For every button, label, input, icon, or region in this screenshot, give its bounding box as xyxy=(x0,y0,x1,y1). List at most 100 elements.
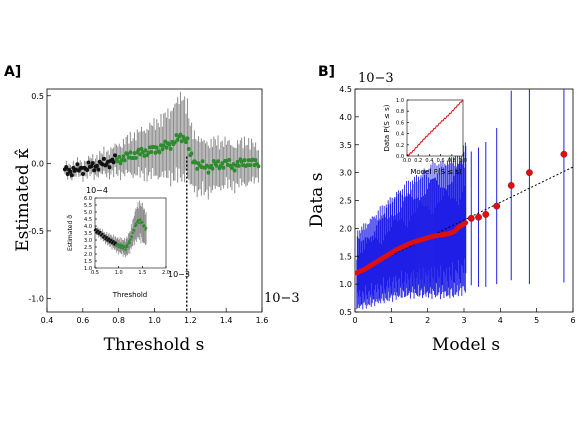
inset-y-tick-label: 0.4 xyxy=(396,132,404,138)
x-tick-label: 1.2 xyxy=(184,316,197,325)
data-point xyxy=(475,213,482,221)
panel-a-inset-y-axis-title: Estimated σ̂ xyxy=(67,215,74,251)
panel-b-x-axis-title: Model s xyxy=(432,335,500,355)
data-point xyxy=(507,182,515,189)
panel-b-inset-y-ticks: 1.0 0.8 0.6 0.4 0.2 0.0 xyxy=(396,98,409,160)
inset-y-tick-label: 0.6 xyxy=(396,120,404,126)
data-point xyxy=(143,148,148,153)
inset-data-point xyxy=(105,236,109,239)
data-point xyxy=(463,220,469,226)
y-tick-label: 2.5 xyxy=(339,197,352,206)
data-point xyxy=(178,132,183,137)
data-point xyxy=(139,146,144,151)
data-point xyxy=(89,164,94,169)
inset-y-tick-label: 3.5 xyxy=(84,231,92,237)
data-point xyxy=(256,164,261,169)
data-point xyxy=(172,140,177,145)
inset-data-point xyxy=(116,242,120,246)
inset-data-point xyxy=(107,237,111,240)
x-tick-label: 1.4 xyxy=(220,316,233,325)
data-point xyxy=(227,157,232,162)
panel-b-y-ticks: 4.5 4.0 3.5 3.0 2.5 2.0 1.5 1.0 0.5 xyxy=(339,85,359,317)
panel-b-x-ticks: 0 1 2 3 4 5 6 xyxy=(352,308,576,325)
y-tick-label: -1.0 xyxy=(28,294,44,303)
x-tick-label: 6 xyxy=(570,316,575,325)
panel-b-inset-x-ticks: 0.0 0.2 0.4 0.6 0.8 1.0 xyxy=(403,154,467,164)
data-point xyxy=(122,158,127,163)
data-point xyxy=(253,158,258,163)
inset-y-tick-label: 6.0 xyxy=(84,196,92,202)
x-tick-label: 2 xyxy=(425,316,430,325)
inset-data-point xyxy=(124,248,127,251)
data-point xyxy=(184,140,189,145)
data-point xyxy=(164,145,169,150)
data-point xyxy=(128,150,133,155)
data-point xyxy=(117,154,122,159)
x-tick-label: 1.6 xyxy=(256,316,269,325)
panel-a-inset-y-scale-note: 10−4 xyxy=(86,186,108,195)
data-point xyxy=(493,202,501,210)
inset-x-tick-label: 0.6 xyxy=(437,158,445,164)
inset-data-point xyxy=(126,245,129,248)
inset-y-tick-label: 0.0 xyxy=(396,154,404,160)
data-point xyxy=(85,167,90,172)
inset-y-tick-label: 0.2 xyxy=(396,143,404,149)
inset-cdf-line xyxy=(406,99,464,157)
inset-y-tick-label: 4.0 xyxy=(84,224,92,230)
data-point xyxy=(232,168,237,173)
data-point xyxy=(86,160,91,165)
data-point xyxy=(107,165,112,170)
inset-data-point xyxy=(138,218,142,221)
data-point xyxy=(65,172,70,177)
panel-b-letter: B] xyxy=(318,64,335,80)
inset-x-tick-label: 1.5 xyxy=(138,270,146,276)
inset-y-tick-label: 1.5 xyxy=(84,259,92,265)
inset-data-point xyxy=(135,224,138,227)
y-tick-label: 3.0 xyxy=(339,169,352,178)
data-point xyxy=(68,169,73,174)
inset-data-point xyxy=(133,229,136,232)
inset-y-tick-label: 5.0 xyxy=(84,210,92,216)
data-point xyxy=(92,168,97,173)
inset-data-point xyxy=(131,231,134,234)
data-point xyxy=(195,166,200,171)
inset-data-point xyxy=(101,232,104,236)
data-point xyxy=(189,151,194,156)
panel-a-inset-y-ticks: 6.05.55.04.54.03.53.02.52.01.51.0 xyxy=(84,196,97,272)
panel-a-inset-x-axis-title: Threshold xyxy=(112,291,148,299)
panel-b-inset-chart: 0.0 0.2 0.4 0.6 0.8 1.0 1.00.80.60.40.20.0 Da… xyxy=(383,98,467,176)
inset-y-tick-label: 2.5 xyxy=(84,245,92,251)
panel-b-inset-marks xyxy=(406,99,464,157)
data-point xyxy=(214,163,219,168)
data-point xyxy=(113,153,118,158)
data-point xyxy=(175,137,180,142)
y-tick-label: 1.5 xyxy=(339,252,352,261)
data-point xyxy=(211,158,216,163)
inset-x-tick-label: 0.2 xyxy=(414,158,422,164)
data-point xyxy=(248,163,253,168)
panel-a-x-axis-title: Threshold s xyxy=(104,335,205,355)
data-point xyxy=(185,136,190,141)
inset-data-point xyxy=(114,241,117,244)
y-tick-label: 0.5 xyxy=(339,308,352,317)
data-point xyxy=(75,162,80,167)
inset-data-point xyxy=(103,234,106,238)
inset-y-tick-label: 3.0 xyxy=(84,238,92,244)
data-point xyxy=(154,145,159,150)
data-point xyxy=(161,143,166,148)
data-point xyxy=(200,159,205,164)
data-point xyxy=(526,169,533,177)
data-point xyxy=(167,142,172,147)
y-tick-label: 4.5 xyxy=(339,85,352,94)
data-point xyxy=(220,161,225,166)
panel-a-marks xyxy=(62,91,261,312)
inset-data-point xyxy=(112,240,115,243)
data-point xyxy=(560,150,568,158)
inset-x-tick-label: 2.0 xyxy=(162,270,170,276)
y-tick-label: 0.5 xyxy=(31,92,44,101)
data-point xyxy=(138,152,143,157)
data-point xyxy=(242,158,247,163)
panel-b-marks xyxy=(354,89,574,310)
x-tick-label: 0 xyxy=(352,316,357,325)
